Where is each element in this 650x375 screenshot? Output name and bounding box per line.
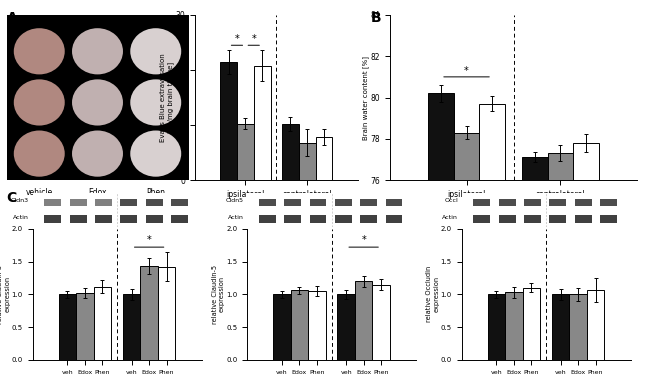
Bar: [548, 153, 573, 375]
Bar: [120, 215, 137, 223]
Bar: [524, 215, 541, 223]
Bar: [360, 215, 377, 223]
Text: Edox: Edox: [88, 188, 107, 197]
Bar: [600, 198, 617, 206]
Bar: [499, 198, 515, 206]
Bar: [76, 293, 94, 360]
Bar: [44, 198, 61, 206]
Bar: [575, 198, 592, 206]
Bar: [273, 294, 291, 360]
Bar: [372, 285, 390, 360]
Bar: [573, 143, 599, 375]
Text: *: *: [464, 66, 469, 76]
Bar: [284, 198, 301, 206]
Bar: [171, 198, 188, 206]
Bar: [259, 198, 276, 206]
Bar: [337, 294, 355, 360]
Bar: [220, 62, 237, 180]
Ellipse shape: [14, 28, 65, 74]
Ellipse shape: [130, 28, 181, 74]
Bar: [549, 198, 566, 206]
Bar: [315, 137, 332, 180]
Bar: [309, 198, 326, 206]
Bar: [284, 215, 301, 223]
Bar: [123, 294, 140, 360]
Bar: [120, 198, 137, 206]
Text: B: B: [370, 11, 381, 25]
Ellipse shape: [130, 80, 181, 126]
Bar: [385, 198, 402, 206]
Ellipse shape: [72, 130, 123, 177]
Text: *: *: [147, 235, 151, 245]
Text: Actin: Actin: [442, 215, 458, 220]
Bar: [569, 294, 587, 360]
Text: *: *: [235, 34, 239, 44]
Bar: [454, 133, 479, 375]
Text: C: C: [6, 191, 17, 205]
Bar: [291, 291, 308, 360]
Bar: [146, 215, 162, 223]
Text: vehicle: vehicle: [25, 188, 53, 197]
Text: Cldn5: Cldn5: [226, 198, 244, 203]
Bar: [259, 215, 276, 223]
Y-axis label: Brain water content [%]: Brain water content [%]: [363, 56, 369, 140]
Bar: [385, 215, 402, 223]
Bar: [95, 215, 112, 223]
Legend: vehicle, Edox, Phen: vehicle, Edox, Phen: [405, 18, 444, 46]
Bar: [575, 215, 592, 223]
Bar: [299, 142, 315, 180]
Text: Cldn3: Cldn3: [11, 198, 29, 203]
Text: Actin: Actin: [227, 215, 244, 220]
Ellipse shape: [130, 130, 181, 177]
Bar: [58, 294, 76, 360]
Bar: [335, 198, 352, 206]
Bar: [282, 124, 299, 180]
Bar: [335, 215, 352, 223]
Bar: [146, 198, 162, 206]
Text: Actin: Actin: [13, 215, 29, 220]
Bar: [360, 198, 377, 206]
Bar: [308, 291, 326, 360]
Bar: [237, 124, 254, 180]
Bar: [158, 267, 176, 360]
Bar: [95, 198, 112, 206]
Y-axis label: Evans Blue extravasation
[ng/mg brain tissue]: Evans Blue extravasation [ng/mg brain ti…: [161, 53, 174, 142]
Bar: [549, 215, 566, 223]
Bar: [552, 294, 569, 360]
Y-axis label: relative Occludin
expression: relative Occludin expression: [426, 266, 439, 322]
Bar: [522, 158, 548, 375]
Ellipse shape: [14, 130, 65, 177]
Bar: [524, 198, 541, 206]
Bar: [171, 215, 188, 223]
Bar: [70, 198, 86, 206]
Bar: [505, 292, 523, 360]
Bar: [488, 294, 505, 360]
Ellipse shape: [14, 80, 65, 126]
Bar: [254, 66, 270, 180]
Bar: [473, 215, 490, 223]
Bar: [140, 266, 158, 360]
Text: *: *: [252, 34, 256, 44]
Text: A: A: [6, 11, 18, 25]
Bar: [600, 215, 617, 223]
Y-axis label: relative Claudin-3
expression: relative Claudin-3 expression: [0, 265, 10, 324]
Bar: [70, 215, 86, 223]
Bar: [309, 215, 326, 223]
Bar: [94, 286, 111, 360]
Text: Occl: Occl: [445, 198, 458, 203]
Text: Phen: Phen: [146, 188, 165, 197]
Bar: [523, 288, 540, 360]
Bar: [479, 104, 505, 375]
Bar: [473, 198, 490, 206]
Bar: [355, 281, 372, 360]
Bar: [499, 215, 515, 223]
Bar: [428, 93, 454, 375]
Bar: [44, 215, 61, 223]
Ellipse shape: [72, 28, 123, 74]
Ellipse shape: [72, 80, 123, 126]
Text: *: *: [361, 235, 366, 245]
Y-axis label: relative Claudin-5
expression: relative Claudin-5 expression: [212, 265, 225, 324]
Bar: [587, 290, 605, 360]
